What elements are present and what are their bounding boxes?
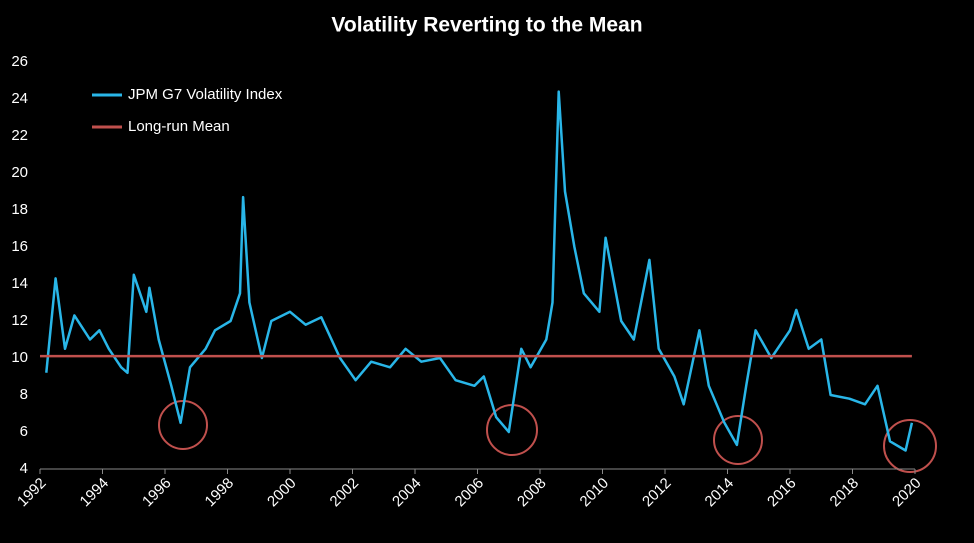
y-tick-label: 18	[11, 201, 28, 218]
y-tick-label: 24	[11, 90, 28, 107]
y-tick-label: 6	[20, 423, 28, 440]
x-tick-label: 1994	[77, 475, 113, 511]
x-tick-label: 2020	[889, 475, 925, 511]
y-tick-label: 20	[11, 164, 28, 181]
annotation-circle	[158, 400, 208, 450]
y-tick-label: 26	[11, 53, 28, 70]
x-tick-label: 2014	[702, 475, 738, 511]
annotation-circle	[713, 415, 763, 465]
x-tick-label: 1998	[202, 475, 238, 511]
y-tick-label: 14	[11, 275, 28, 292]
x-tick-label: 2012	[639, 475, 675, 511]
y-tick-label: 22	[11, 127, 28, 144]
x-tick-label: 1996	[139, 475, 175, 511]
y-tick-label: 8	[20, 386, 28, 403]
annotation-circle	[883, 419, 937, 473]
y-tick-label: 10	[11, 349, 28, 366]
x-tick-label: 2000	[264, 475, 300, 511]
x-tick-label: 1992	[14, 475, 50, 511]
y-tick-label: 12	[11, 312, 28, 329]
x-tick-label: 2002	[327, 475, 363, 511]
legend-label: JPM G7 Volatility Index	[128, 86, 283, 103]
x-tick-label: 2016	[764, 475, 800, 511]
x-tick-label: 2004	[389, 475, 425, 511]
annotation-circles	[158, 400, 937, 473]
chart-title: Volatility Reverting to the Mean	[331, 14, 642, 37]
y-tick-label: 4	[20, 460, 28, 477]
series-line	[45, 90, 914, 452]
x-tick-label: 2010	[577, 475, 613, 511]
x-tick-label: 2006	[452, 475, 488, 511]
x-tick-label: 2018	[827, 475, 863, 511]
legend-label: Long-run Mean	[128, 118, 230, 135]
x-tick-label: 2008	[514, 475, 550, 511]
y-tick-label: 16	[11, 238, 28, 255]
